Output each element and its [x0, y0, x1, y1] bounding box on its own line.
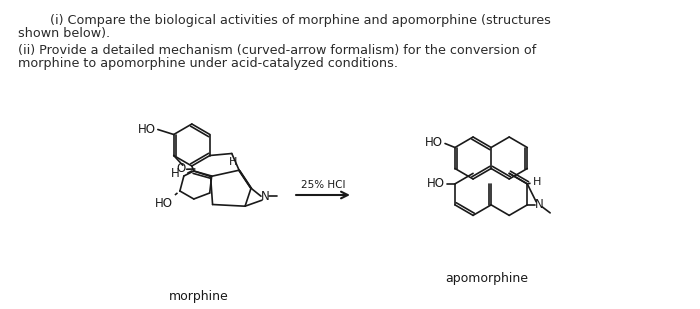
- Text: apomorphine: apomorphine: [445, 272, 528, 285]
- Text: H: H: [171, 167, 180, 180]
- Text: (i) Compare the biological activities of morphine and apomorphine (structures: (i) Compare the biological activities of…: [18, 14, 551, 27]
- Text: 25% HCl: 25% HCl: [301, 180, 345, 190]
- Text: HO: HO: [425, 136, 443, 149]
- Text: HO: HO: [427, 177, 445, 190]
- Text: (ii) Provide a detailed mechanism (curved-arrow formalism) for the conversion of: (ii) Provide a detailed mechanism (curve…: [18, 44, 536, 57]
- Text: morphine: morphine: [169, 290, 229, 303]
- Text: O: O: [176, 162, 186, 175]
- Text: HO: HO: [155, 197, 173, 210]
- Text: H: H: [229, 156, 237, 167]
- Text: shown below).: shown below).: [18, 27, 110, 40]
- Text: H: H: [533, 177, 542, 187]
- Text: HO: HO: [138, 123, 156, 136]
- Text: N: N: [536, 198, 544, 211]
- Text: N: N: [261, 190, 270, 203]
- Text: morphine to apomorphine under acid-catalyzed conditions.: morphine to apomorphine under acid-catal…: [18, 57, 398, 70]
